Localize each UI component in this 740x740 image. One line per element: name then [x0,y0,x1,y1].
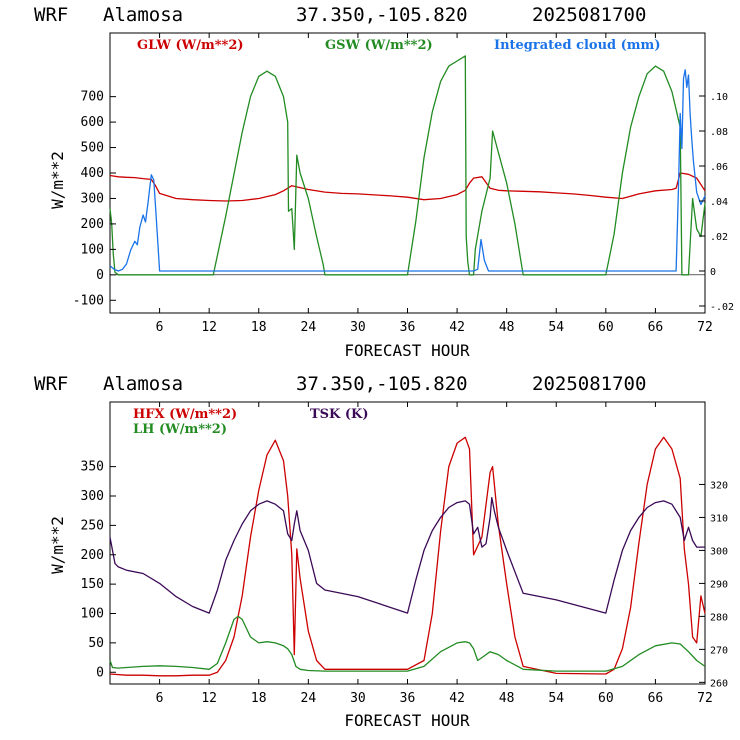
bottom-y-tick-label-200: 200 [81,548,104,563]
top-series-0-line [109,172,706,202]
top-panel: WRF Alamosa 37.350,-105.820 2025081700 6… [34,4,734,360]
top-y2-tick-label-0: -.02 [710,302,734,313]
bottom-y2-tick-label-6: 320 [710,480,728,491]
bottom-y2-tick-label-1: 270 [710,645,728,656]
bottom-y-axis-label: W/m**2 [48,516,67,574]
bottom-series-2-line [109,496,705,614]
top-x-tick-label-72: 72 [697,320,713,335]
bottom-y2-tick-label-0: 260 [710,678,728,689]
top-title-location: Alamosa [103,4,183,26]
bottom-title-init: 2025081700 [532,373,646,395]
bottom-title-coords: 37.350,-105.820 [296,373,468,395]
bottom-y-axis-ticks: 0 50 100 150 200 250 300 350 [81,460,116,680]
top-title-init: 2025081700 [532,4,646,26]
top-x-axis-ticks: 6 12 18 24 30 36 42 48 54 60 66 72 [156,33,713,335]
bottom-series-1-line [109,615,706,672]
top-y-tick-label-500: 500 [81,141,104,156]
bottom-x-tick-label-18: 18 [251,691,267,706]
top-x-axis-label: FORECAST HOUR [344,341,470,360]
top-y-tick-label-0: 0 [96,268,104,283]
top-y2-tick-label-4: .06 [710,162,728,173]
bottom-y2-axis-ticks: 260 270 280 290 300 310 320 [699,480,728,689]
top-y2-tick-label-1: 0 [710,267,716,278]
bottom-title-model: WRF [34,373,68,395]
bottom-series-group [109,436,706,677]
bottom-x-tick-label-72: 72 [697,691,713,706]
top-legend-gsw: GSW (W/m**2) [325,38,433,53]
bottom-x-tick-label-36: 36 [400,691,416,706]
top-y-tick-label-300: 300 [81,191,104,206]
bottom-legend-hfx: HFX (W/m**2) [133,407,237,422]
bottom-y-tick-label-250: 250 [81,518,104,533]
bottom-y-tick-label-0: 0 [96,665,104,680]
top-y-tick-label-700: 700 [81,90,104,105]
top-y-tick-label-600: 600 [81,115,104,130]
top-y2-axis-ticks: -.02 0 .02 .04 .06 .08 .10 [699,92,734,313]
top-y-axis-label: W/m**2 [48,151,67,209]
bottom-x-tick-label-24: 24 [301,691,317,706]
top-y2-tick-label-3: .04 [710,197,728,208]
top-x-tick-label-66: 66 [648,320,664,335]
bottom-y2-tick-label-3: 290 [710,579,728,590]
top-y-axis-ticks: -100 0 100 200 300 400 500 600 700 [73,90,116,308]
bottom-legend-lh: LH (W/m**2) [133,422,227,437]
bottom-y2-tick-label-5: 310 [710,513,728,524]
bottom-x-tick-label-60: 60 [598,691,614,706]
top-x-tick-label-42: 42 [449,320,465,335]
bottom-y-tick-label-50: 50 [88,636,104,651]
top-title-model: WRF [34,4,68,26]
top-series-2-line [109,69,706,272]
bottom-x-tick-label-12: 12 [201,691,217,706]
bottom-y-tick-label-150: 150 [81,577,104,592]
top-x-tick-label-60: 60 [598,320,614,335]
bottom-legend-tsk: TSK (K) [310,407,369,422]
top-x-tick-label-12: 12 [201,320,217,335]
bottom-x-axis-ticks: 6 12 18 24 30 36 42 48 54 60 66 72 [156,402,713,706]
bottom-y2-tick-label-2: 280 [710,612,728,623]
top-title-coords: 37.350,-105.820 [296,4,468,26]
top-y2-tick-label-2: .02 [710,232,728,243]
top-x-tick-label-36: 36 [400,320,416,335]
top-series-group [109,55,706,276]
bottom-plot-frame [109,401,706,685]
top-y-tick-label--100: -100 [73,293,104,308]
bottom-x-tick-label-66: 66 [648,691,664,706]
top-legend-glw: GLW (W/m**2) [137,38,244,53]
bottom-y-tick-label-350: 350 [81,460,104,475]
top-y-tick-label-100: 100 [81,242,104,257]
top-y2-tick-label-6: .10 [710,92,728,103]
bottom-x-tick-label-6: 6 [156,691,164,706]
top-x-tick-label-48: 48 [499,320,515,335]
top-x-tick-label-18: 18 [251,320,267,335]
bottom-x-tick-label-54: 54 [548,691,564,706]
bottom-x-tick-label-42: 42 [449,691,465,706]
bottom-y-tick-label-100: 100 [81,607,104,622]
bottom-x-tick-label-30: 30 [350,691,366,706]
top-x-tick-label-24: 24 [301,320,317,335]
bottom-x-tick-label-48: 48 [499,691,515,706]
bottom-y-tick-label-300: 300 [81,489,104,504]
top-x-tick-label-54: 54 [548,320,564,335]
bottom-y2-tick-label-4: 300 [710,546,728,557]
bottom-x-axis-label: FORECAST HOUR [344,711,470,730]
bottom-series-0-line [109,436,706,677]
top-y-tick-label-400: 400 [81,166,104,181]
top-y2-tick-label-5: .08 [710,127,728,138]
top-x-tick-label-30: 30 [350,320,366,335]
bottom-panel: WRF Alamosa 37.350,-105.820 2025081700 6… [34,373,728,730]
top-series-1-line [109,55,706,276]
bottom-title-location: Alamosa [103,373,183,395]
top-x-tick-label-6: 6 [156,320,164,335]
top-y-tick-label-200: 200 [81,217,104,232]
top-legend-cloud: Integrated cloud (mm) [494,38,660,53]
